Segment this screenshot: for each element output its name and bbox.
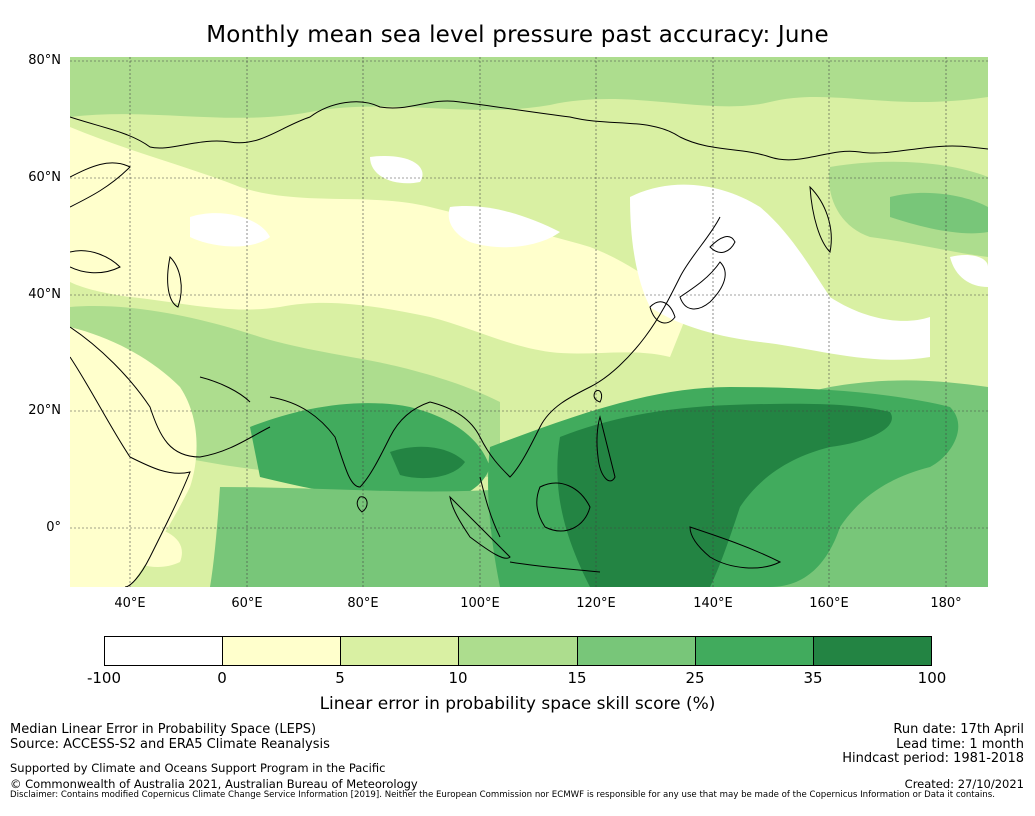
lat-tick-label: 20°N bbox=[28, 403, 61, 418]
skill-region-india-green bbox=[250, 403, 490, 504]
footer-hindcast-period: Hindcast period: 1981-2018 bbox=[842, 751, 1024, 766]
colorbar-tick-label: 5 bbox=[335, 669, 345, 687]
colorbar-segment bbox=[223, 637, 342, 665]
colorbar-segment bbox=[341, 637, 460, 665]
colorbar-tick-label: 100 bbox=[917, 669, 947, 687]
footer-copyright: © Commonwealth of Australia 2021, Austra… bbox=[10, 777, 418, 791]
lon-tick-label: 160°E bbox=[809, 596, 849, 611]
lat-tick-label: 80°N bbox=[28, 53, 61, 68]
colorbar-tick-label: -100 bbox=[86, 669, 122, 687]
footer-source: Source: ACCESS-S2 and ERA5 Climate Reana… bbox=[10, 737, 330, 752]
skill-region-bengal-dark bbox=[390, 446, 465, 479]
skill-region-arabia bbox=[70, 327, 197, 587]
footer-run-date: Run date: 17th April bbox=[893, 722, 1024, 737]
lat-tick-label: 60°N bbox=[28, 170, 61, 185]
skill-score-map bbox=[70, 57, 988, 587]
colorbar-tick-label: 25 bbox=[685, 669, 705, 687]
skill-region-dark-pacific bbox=[557, 403, 892, 587]
colorbar-label: Linear error in probability space skill … bbox=[319, 694, 716, 714]
skill-region-white bbox=[950, 255, 988, 287]
skill-region-white bbox=[190, 213, 270, 247]
footer-support: Supported by Climate and Oceans Support … bbox=[10, 761, 386, 775]
skill-region-white-ne bbox=[630, 184, 930, 360]
lon-tick-label: 120°E bbox=[576, 596, 616, 611]
lon-tick-label: 180° bbox=[930, 596, 962, 611]
skill-region-asia-yellow bbox=[70, 127, 690, 357]
lon-tick-label: 140°E bbox=[693, 596, 733, 611]
footer-lead-time: Lead time: 1 month bbox=[896, 737, 1024, 752]
colorbar-tick-label: 10 bbox=[448, 669, 468, 687]
footer-created-date: Created: 27/10/2021 bbox=[904, 777, 1024, 791]
lon-tick-label: 100°E bbox=[460, 596, 500, 611]
lat-tick-label: 0° bbox=[46, 520, 61, 535]
colorbar-tick-label: 35 bbox=[803, 669, 823, 687]
colorbar-segment bbox=[813, 637, 931, 665]
colorbar-tick-label: 0 bbox=[217, 669, 227, 687]
lat-tick-label: 40°N bbox=[28, 287, 61, 302]
skill-region-south-pale bbox=[120, 526, 182, 567]
graticule bbox=[70, 57, 988, 587]
colorbar-segment bbox=[105, 637, 224, 665]
colorbar bbox=[104, 636, 932, 666]
footer-method: Median Linear Error in Probability Space… bbox=[10, 722, 317, 737]
colorbar-tick-label: 15 bbox=[567, 669, 587, 687]
skill-region-north bbox=[70, 57, 988, 118]
coastlines bbox=[70, 100, 988, 587]
footer-disclaimer: Disclaimer: Contains modified Copernicus… bbox=[10, 790, 995, 800]
map-title: Monthly mean sea level pressure past acc… bbox=[206, 22, 829, 48]
colorbar-segment bbox=[577, 637, 696, 665]
map-canvas bbox=[70, 57, 988, 587]
skill-region-npacific-mid bbox=[890, 192, 988, 234]
lon-tick-label: 80°E bbox=[347, 596, 379, 611]
lon-tick-label: 60°E bbox=[231, 596, 263, 611]
lon-tick-label: 40°E bbox=[114, 596, 146, 611]
colorbar-segment bbox=[459, 637, 578, 665]
colorbar-segment bbox=[695, 637, 814, 665]
skill-region-white bbox=[370, 156, 423, 184]
skill-region-white bbox=[448, 206, 560, 248]
